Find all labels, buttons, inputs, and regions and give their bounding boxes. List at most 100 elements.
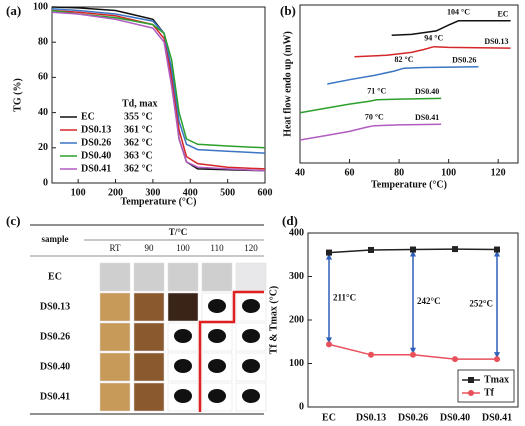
panel-label: (a)	[6, 3, 21, 18]
photo-cell	[235, 262, 267, 292]
legend-label: DS0.41	[81, 163, 111, 174]
photo-blob	[174, 359, 192, 373]
legend-title: Td, max	[122, 98, 158, 109]
series-line	[299, 123, 442, 141]
y-axis-title: Heat flow endo up (mW)	[282, 31, 293, 137]
legend-label: EC	[81, 111, 95, 122]
panel-label: (b)	[280, 3, 296, 18]
legend-label: DS0.13	[81, 124, 111, 135]
peak-label: 71 °C	[367, 87, 386, 96]
photo-blob	[208, 359, 226, 373]
x-tick-label: 120	[491, 167, 506, 178]
series-line	[391, 20, 511, 36]
y-tick-label: 0	[299, 401, 304, 412]
series-line	[51, 8, 266, 154]
y-tick-label: 60	[38, 72, 48, 83]
photo-blob	[242, 389, 260, 403]
difference-arrow	[494, 250, 500, 359]
peak-label: 70 °C	[365, 112, 384, 121]
photo-blob	[242, 359, 260, 373]
legend-marker	[468, 390, 474, 396]
photo-cell	[133, 292, 165, 322]
y-tick-label: 100	[289, 358, 304, 369]
legend-label: Tmax	[484, 374, 509, 385]
arrow-label: 242°C	[417, 296, 441, 306]
y-tick-label: 20	[38, 142, 48, 153]
row-label: DS0.13	[40, 301, 70, 312]
x-tick-label: 80	[394, 167, 404, 178]
photo-cell	[133, 262, 165, 292]
point	[452, 356, 458, 363]
table-header: T/°C	[169, 227, 188, 237]
x-tick-label: 200	[108, 187, 123, 198]
series-line	[51, 11, 266, 172]
x-tick-label: 100	[71, 187, 86, 198]
photo-blob	[208, 329, 226, 343]
x-axis-title: Temperature (°C)	[371, 179, 447, 190]
series-line	[299, 97, 442, 114]
x-tick-label: 60	[345, 167, 355, 178]
photo-cell	[167, 382, 199, 412]
photo-cell	[167, 292, 199, 322]
y-tick-label: 80	[38, 36, 48, 47]
y-tick-label: 300	[289, 271, 304, 282]
series-line	[51, 9, 266, 170]
series-line	[51, 9, 266, 149]
panel-label: (c)	[6, 213, 20, 228]
photo-cell	[201, 262, 233, 292]
legend-label: DS0.40	[81, 150, 111, 161]
y-tick-label: 100	[33, 1, 48, 12]
x-tick-label: 100	[441, 167, 456, 178]
panel-label: (d)	[282, 213, 298, 228]
x-axis-title: Temperature (°C)	[121, 196, 197, 207]
legend-value: 362 °C	[124, 163, 153, 174]
point	[368, 246, 374, 253]
photo-cell	[133, 382, 165, 412]
x-tick-label: 600	[258, 187, 273, 198]
x-tick-label: 500	[220, 187, 235, 198]
curve-label: EC	[497, 10, 508, 19]
legend-value: 355 °C	[124, 111, 153, 122]
difference-arrow	[410, 250, 416, 354]
x-tick-label: DS0.40	[440, 412, 470, 423]
point	[410, 246, 416, 253]
y-tick-label: 400	[289, 227, 304, 238]
photo-blob	[174, 329, 192, 343]
arrow-label: 252°C	[469, 298, 493, 308]
legend-label: Tf	[484, 387, 495, 398]
photo-blob	[242, 299, 260, 313]
curve-label: DS0.40	[415, 87, 439, 96]
column-label: 100	[176, 243, 190, 253]
series-line	[354, 45, 511, 58]
x-tick-label: DS0.13	[356, 412, 386, 423]
curve-label: DS0.13	[484, 37, 508, 46]
x-tick-label: 40	[295, 167, 305, 178]
photo-blob	[242, 329, 260, 343]
x-tick-label: 400	[183, 187, 198, 198]
plot-frame	[299, 4, 519, 164]
y-axis-title: Tf & Tmax (°C)	[268, 286, 279, 355]
series-line	[327, 66, 479, 85]
legend-value: 362 °C	[124, 137, 153, 148]
melt-boundary	[198, 290, 264, 412]
photo-cell	[99, 352, 131, 382]
point	[494, 246, 500, 253]
y-tick-label: 200	[289, 314, 304, 325]
x-tick-label: DS0.26	[398, 412, 428, 423]
row-label: DS0.41	[40, 391, 70, 402]
point	[326, 249, 332, 256]
table-corner: sample	[42, 234, 69, 244]
plot-frame	[51, 6, 266, 184]
column-label: RT	[110, 243, 121, 253]
legend-box	[457, 369, 515, 403]
y-tick-label: 0	[43, 177, 48, 188]
photo-cell	[99, 292, 131, 322]
photo-blob	[208, 299, 226, 313]
legend-value: 361 °C	[124, 124, 153, 135]
point	[452, 246, 458, 253]
legend-label: DS0.26	[81, 137, 111, 148]
photo-cell	[99, 262, 131, 292]
peak-label: 104 °C	[447, 8, 470, 17]
point	[494, 356, 500, 363]
curve-label: DS0.26	[452, 56, 476, 65]
